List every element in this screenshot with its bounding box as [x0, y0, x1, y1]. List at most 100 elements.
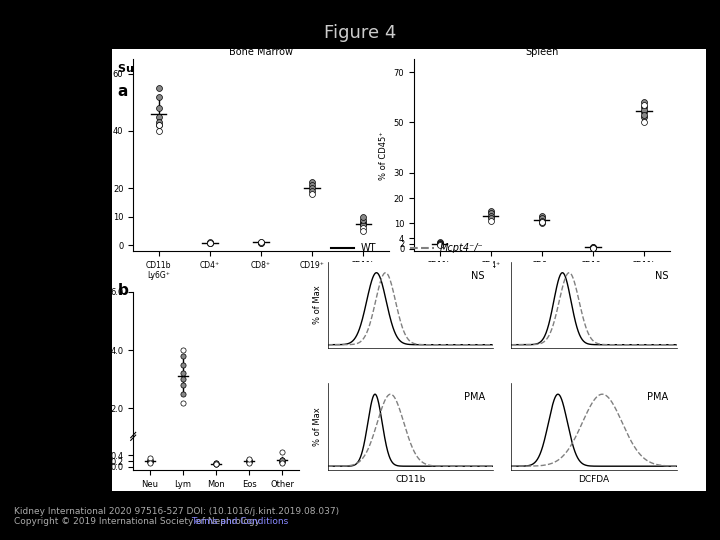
Point: [153, 92, 164, 101]
Point: [638, 111, 649, 119]
Point: [307, 184, 318, 192]
Point: [358, 215, 369, 224]
Point: [177, 375, 189, 383]
Text: b: b: [117, 284, 128, 298]
Point: [358, 224, 369, 233]
Point: [153, 121, 164, 130]
Point: [588, 243, 599, 252]
Point: [210, 459, 222, 468]
Point: [485, 217, 497, 225]
Point: [177, 389, 189, 398]
X-axis label: DCFDA: DCFDA: [578, 475, 610, 484]
Point: [144, 458, 156, 467]
Point: [243, 459, 255, 468]
Point: [243, 455, 255, 464]
Point: [638, 103, 649, 112]
Point: [536, 219, 547, 228]
Point: [433, 240, 445, 248]
Point: [177, 346, 189, 354]
Text: Figure 4: Figure 4: [324, 24, 396, 42]
Text: WT: WT: [361, 244, 377, 253]
Point: [177, 360, 189, 369]
Point: [276, 459, 288, 468]
Point: [358, 221, 369, 230]
Y-axis label: % of CD45⁺: % of CD45⁺: [379, 131, 388, 180]
Point: [153, 84, 164, 92]
Point: [485, 212, 497, 220]
Point: [153, 112, 164, 121]
Point: [144, 455, 156, 464]
Point: [358, 212, 369, 221]
Point: [210, 460, 222, 468]
Point: [144, 456, 156, 465]
Text: NS: NS: [472, 271, 485, 281]
Point: [307, 190, 318, 198]
Point: [638, 98, 649, 106]
Point: [210, 460, 222, 469]
Point: [588, 244, 599, 252]
Y-axis label: % of Max: % of Max: [313, 407, 322, 446]
Point: [276, 455, 288, 464]
Point: [536, 214, 547, 222]
Point: [177, 369, 189, 377]
Y-axis label: Count 10³/mm³: Count 10³/mm³: [96, 349, 104, 413]
Point: [204, 238, 216, 247]
Point: [153, 104, 164, 112]
Point: [358, 220, 369, 228]
Point: [358, 227, 369, 235]
Point: [177, 399, 189, 407]
Text: Mcpt4⁻/⁻: Mcpt4⁻/⁻: [440, 244, 484, 253]
Point: [210, 460, 222, 468]
Y-axis label: % of Max: % of Max: [313, 286, 322, 325]
Text: et al.: et al.: [323, 64, 355, 74]
Point: [358, 218, 369, 227]
Point: [153, 126, 164, 135]
Point: [204, 238, 216, 247]
Point: [307, 178, 318, 187]
Point: [433, 239, 445, 248]
Point: [255, 238, 266, 247]
Point: [144, 457, 156, 466]
Point: [638, 100, 649, 109]
Text: Supplemental Figure 3 Madjene: Supplemental Figure 3 Madjene: [117, 64, 320, 74]
Point: [204, 239, 216, 248]
Point: [638, 113, 649, 122]
Point: [638, 108, 649, 117]
Title: Spleen: Spleen: [525, 47, 559, 57]
Point: [204, 239, 216, 247]
Point: [433, 240, 445, 249]
Point: [638, 118, 649, 127]
Point: [588, 243, 599, 252]
Point: [243, 457, 255, 465]
X-axis label: CD11b: CD11b: [395, 475, 426, 484]
Point: [276, 456, 288, 465]
Point: [144, 457, 156, 465]
Point: [255, 239, 266, 247]
Text: NS: NS: [655, 271, 668, 281]
Point: [307, 181, 318, 190]
Point: [243, 456, 255, 465]
Point: [144, 459, 156, 468]
Point: [307, 187, 318, 195]
Point: [276, 457, 288, 465]
Point: [433, 238, 445, 247]
Point: [243, 454, 255, 463]
Point: [153, 121, 164, 130]
Title: Bone Marrow: Bone Marrow: [229, 47, 293, 57]
Point: [276, 457, 288, 466]
Text: Kidney International 2020 97516-527 DOI: (10.1016/j.kint.2019.08.037): Kidney International 2020 97516-527 DOI:…: [14, 507, 340, 516]
Text: Copyright © 2019 International Society of Nephrology: Copyright © 2019 International Society o…: [14, 517, 264, 526]
Point: [485, 214, 497, 222]
Point: [485, 209, 497, 218]
Y-axis label: % of CD45⁺: % of CD45⁺: [99, 131, 107, 180]
Point: [177, 381, 189, 389]
Point: [210, 459, 222, 468]
Point: [177, 352, 189, 360]
Point: [255, 238, 266, 246]
Point: [144, 454, 156, 462]
Point: [588, 243, 599, 252]
Point: [536, 218, 547, 226]
Text: a: a: [117, 84, 128, 99]
Point: [243, 457, 255, 466]
Text: Terms and Conditions: Terms and Conditions: [191, 517, 288, 526]
